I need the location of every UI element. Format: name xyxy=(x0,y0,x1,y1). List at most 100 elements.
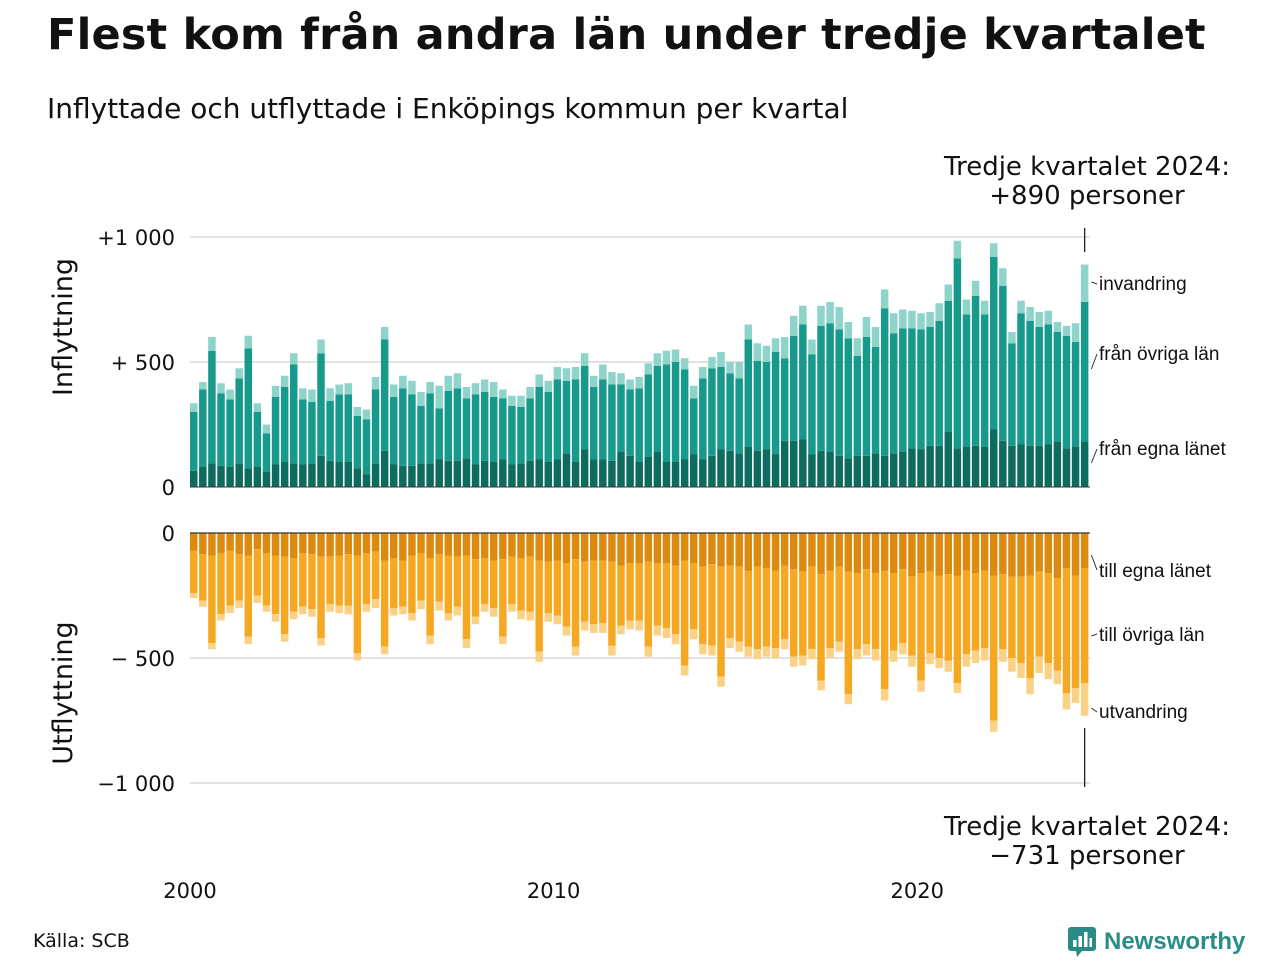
bar-outflow xyxy=(280,556,289,635)
bar-outflow xyxy=(753,533,762,567)
bar-outflow xyxy=(199,554,207,601)
bar-inflow xyxy=(726,362,734,374)
bar-inflow xyxy=(453,373,462,389)
bar-outflow xyxy=(235,554,243,601)
bar-outflow xyxy=(1017,533,1025,577)
bar-outflow xyxy=(453,606,462,616)
bar-inflow xyxy=(471,464,480,487)
bar-outflow xyxy=(326,556,334,605)
bar-outflow xyxy=(390,533,398,558)
bar-outflow xyxy=(890,650,898,662)
x-tick-label: 2000 xyxy=(163,879,216,903)
bar-outflow xyxy=(753,649,762,660)
bar-outflow xyxy=(962,533,971,571)
bar-inflow xyxy=(480,392,489,461)
bar-outflow xyxy=(808,533,816,567)
bar-outflow xyxy=(971,650,980,663)
bar-inflow xyxy=(490,382,498,397)
bar-outflow xyxy=(826,533,834,571)
bar-inflow xyxy=(580,365,589,450)
bar-outflow xyxy=(917,680,925,692)
bar-inflow xyxy=(190,470,198,487)
bar-inflow xyxy=(617,452,625,487)
bar-inflow xyxy=(844,458,853,487)
bar-outflow xyxy=(953,575,962,683)
bar-outflow xyxy=(944,533,953,575)
bar-outflow xyxy=(653,625,662,636)
bar-inflow xyxy=(390,464,398,487)
bar-outflow xyxy=(308,554,316,610)
bar-inflow xyxy=(453,388,462,461)
bar-inflow xyxy=(590,459,598,487)
bar-inflow xyxy=(499,459,507,487)
bar-inflow xyxy=(262,433,271,472)
bar-inflow xyxy=(635,377,643,389)
bar-outflow xyxy=(480,558,489,605)
bar-outflow xyxy=(526,556,534,612)
bar-inflow xyxy=(762,345,771,362)
bar-outflow xyxy=(653,533,662,563)
bar-inflow xyxy=(662,462,671,487)
bar-outflow xyxy=(517,610,525,620)
series-label-fran-egna-lanet: från egna länet xyxy=(1099,439,1226,460)
bar-outflow xyxy=(971,533,980,573)
bar-outflow xyxy=(299,553,307,607)
bar-outflow xyxy=(890,533,898,573)
bar-inflow xyxy=(790,440,798,487)
bar-inflow xyxy=(599,364,607,380)
bar-outflow xyxy=(762,646,771,657)
bar-inflow xyxy=(399,375,407,389)
bar-inflow xyxy=(317,339,325,354)
bar-inflow xyxy=(308,389,316,402)
bar-outflow xyxy=(390,558,398,608)
bar-outflow xyxy=(1017,576,1025,663)
bar-outflow xyxy=(990,720,998,732)
bar-outflow xyxy=(226,605,234,613)
bar-inflow xyxy=(662,350,671,365)
bar-inflow xyxy=(353,468,362,487)
bar-outflow xyxy=(262,553,271,606)
bar-outflow xyxy=(744,646,753,657)
bar-inflow xyxy=(944,300,953,432)
bar-outflow xyxy=(608,533,616,562)
bar-inflow xyxy=(680,459,689,487)
bar-inflow xyxy=(908,448,916,487)
bar-inflow xyxy=(880,455,889,487)
bar-inflow xyxy=(480,379,489,392)
bar-inflow xyxy=(671,349,680,362)
bar-inflow xyxy=(535,374,543,387)
bar-outflow xyxy=(335,533,343,556)
bar-outflow xyxy=(962,654,971,667)
bar-outflow xyxy=(726,565,734,638)
bar-inflow xyxy=(890,313,898,334)
bar-outflow xyxy=(726,533,734,566)
bar-outflow xyxy=(835,566,843,642)
x-tick-label: 2020 xyxy=(891,879,944,903)
bar-outflow xyxy=(771,533,780,571)
bar-outflow xyxy=(944,660,953,672)
bar-inflow xyxy=(390,384,398,397)
bar-outflow xyxy=(380,560,389,647)
bar-inflow xyxy=(535,387,543,460)
bar-inflow xyxy=(590,375,598,387)
bar-outflow xyxy=(626,563,634,621)
bar-inflow xyxy=(971,280,980,296)
bar-inflow xyxy=(335,462,343,487)
bar-outflow xyxy=(880,689,889,701)
bar-inflow xyxy=(344,383,353,395)
bar-inflow xyxy=(780,358,789,441)
bar-inflow xyxy=(826,302,834,324)
bar-outflow xyxy=(562,563,571,627)
bar-inflow xyxy=(1071,447,1080,487)
bar-inflow xyxy=(1080,302,1089,442)
bar-outflow xyxy=(590,624,598,633)
bar-outflow xyxy=(1071,575,1080,688)
bar-outflow xyxy=(244,533,253,556)
bar-outflow xyxy=(699,644,707,655)
bar-outflow xyxy=(262,533,271,553)
bar-inflow xyxy=(853,355,862,456)
bar-inflow xyxy=(553,367,562,380)
bar-outflow xyxy=(271,614,280,622)
bar-outflow xyxy=(580,533,589,562)
bar-inflow xyxy=(1026,320,1034,446)
